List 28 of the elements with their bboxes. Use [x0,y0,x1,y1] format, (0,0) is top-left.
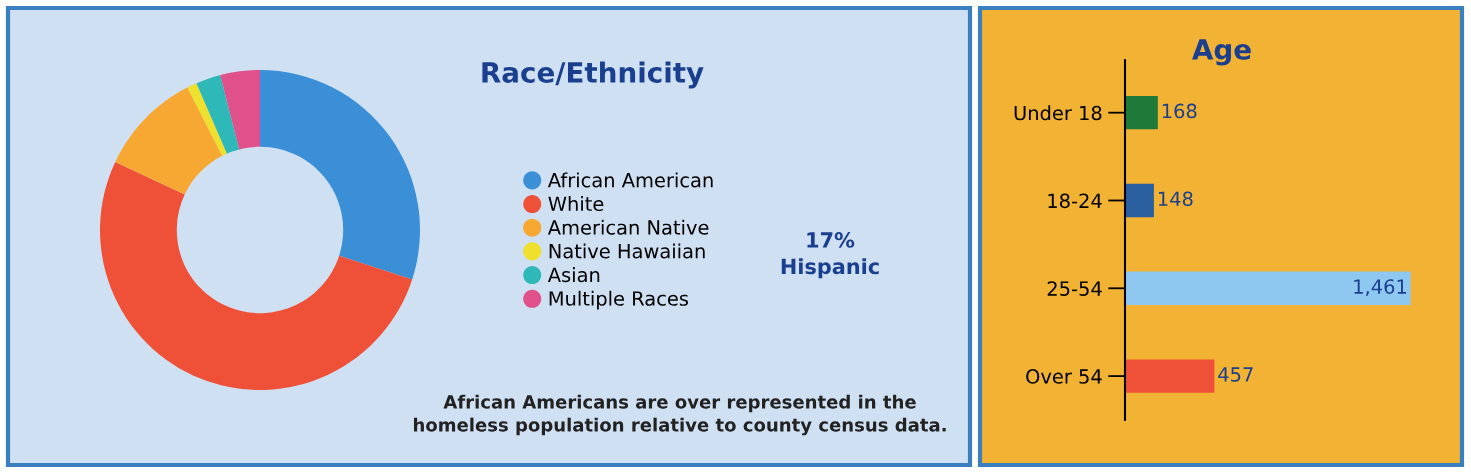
donut-slice [187,83,227,156]
donut-slice [220,70,260,150]
text: 17% Hispanic [781,232,879,279]
text: African Americans are over represented in the homeless population relative to county census data. [413,394,946,436]
legend-label: American Native [547,219,709,235]
bar [1125,271,1411,305]
bar [1125,183,1154,218]
y-tick-label: 25-54 [1047,281,1102,296]
bar [1125,96,1158,130]
donut-slice [196,75,240,154]
data-label: 1,461 [1354,279,1407,296]
legend-label: Multiple Races [549,290,689,310]
data-label: 148 [1158,191,1193,207]
donut-slice [260,70,420,280]
legend-label: Native Hawaiian [549,243,705,259]
legend-label: Asian [547,267,600,283]
y-tick-label: 18-24 [1048,193,1102,209]
legend-label: African American [547,172,713,188]
donut-slice [115,87,223,195]
y-tick-label: Over 54 [1026,369,1102,384]
data-label: 457 [1218,367,1253,382]
data-label: 168 [1162,103,1197,119]
chart-title: Age [1192,39,1251,66]
bar [1125,359,1215,393]
y-tick-label: Under 18 [1014,105,1102,121]
chart-title: Race/Ethnicity [482,61,704,89]
donut-slice [100,161,413,390]
legend-label: White [548,196,604,212]
